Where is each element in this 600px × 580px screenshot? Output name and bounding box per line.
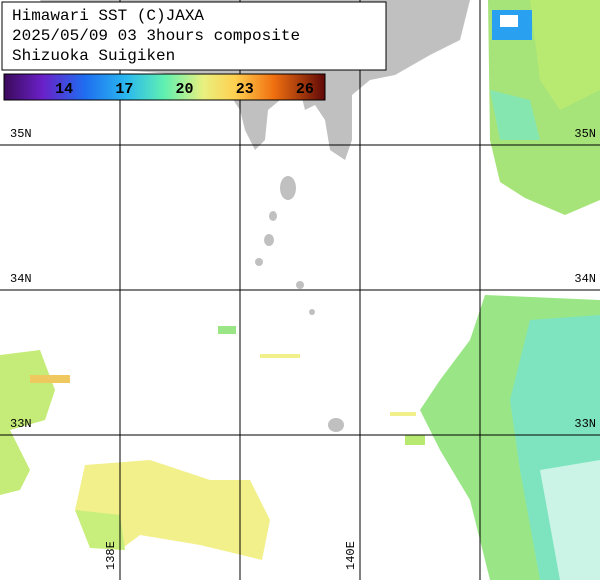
- cloud: [540, 460, 600, 580]
- sst-area: [75, 510, 125, 550]
- sst-area: [390, 412, 416, 416]
- sst-area: [218, 326, 236, 334]
- island: [296, 281, 304, 289]
- island: [255, 258, 263, 266]
- sst-area: [530, 0, 600, 110]
- lat-label: 35N: [574, 127, 596, 141]
- lon-label: 140E: [344, 541, 358, 570]
- sst-area: [75, 460, 270, 560]
- colorbar-tick-label: 14: [55, 81, 73, 98]
- title-box: [1, 1, 387, 71]
- colorbar-tick-label: 17: [115, 81, 133, 98]
- lat-label: 34N: [574, 272, 596, 286]
- island: [280, 176, 296, 200]
- sst-area: [0, 350, 55, 495]
- lat-label: 34N: [10, 272, 32, 286]
- island: [328, 418, 344, 432]
- lat-label: 35N: [10, 127, 32, 141]
- cloud: [500, 15, 518, 27]
- island: [269, 211, 277, 221]
- sst-area: [30, 375, 70, 383]
- sst-area: [405, 435, 425, 445]
- lat-label: 33N: [574, 417, 596, 431]
- colorbar: [3, 73, 326, 101]
- title-line: Shizuoka Suigiken: [12, 47, 175, 65]
- sst-area: [260, 354, 300, 358]
- colorbar-ticks: 14 17 20 23 26: [55, 81, 314, 98]
- title-line: 2025/05/09 03 3hours composite: [12, 27, 300, 45]
- colorbar-tick-label: 20: [176, 81, 194, 98]
- island: [309, 309, 315, 315]
- colorbar-tick-label: 26: [296, 81, 314, 98]
- sst-area: [490, 90, 540, 140]
- lon-label: 138E: [104, 541, 118, 570]
- lat-label: 33N: [10, 417, 32, 431]
- island: [264, 234, 274, 246]
- graticule-labels: 35N 35N 34N 34N 33N 33N 138E 140E: [10, 127, 596, 570]
- colorbar-tick-label: 23: [236, 81, 254, 98]
- title-line: Himawari SST (C)JAXA: [12, 7, 204, 25]
